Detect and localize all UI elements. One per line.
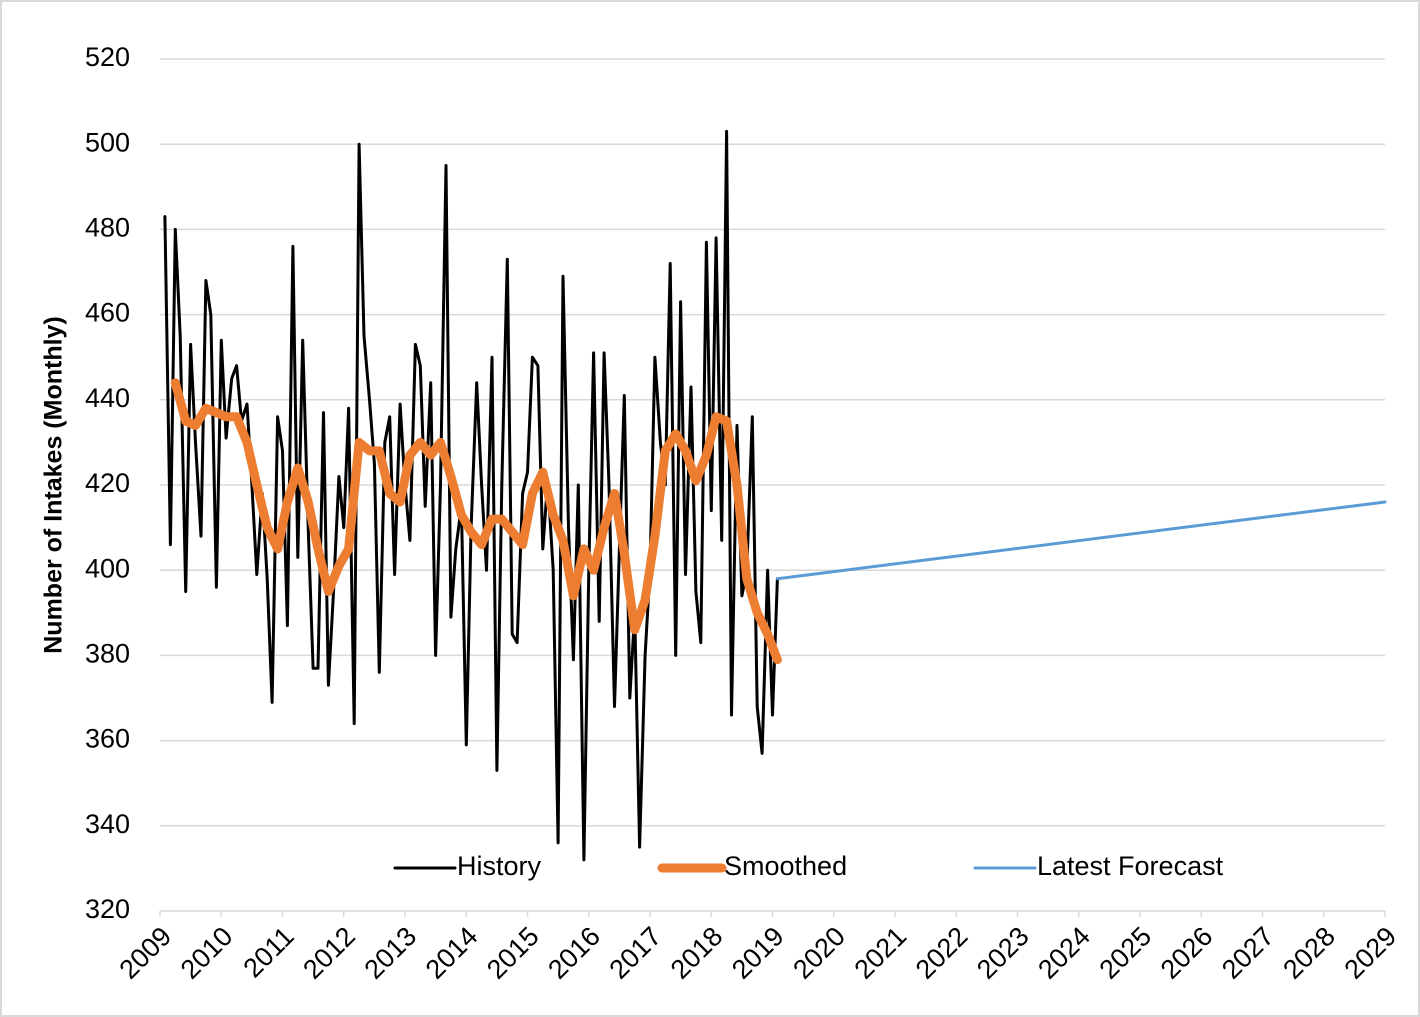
y-tick-label: 380 [85, 639, 130, 669]
legend-label: Latest Forecast [1037, 851, 1224, 881]
series-line [170, 378, 782, 665]
y-tick-label: 420 [85, 468, 130, 498]
y-tick-label: 480 [85, 213, 130, 243]
y-tick-label: 460 [85, 298, 130, 328]
legend-label: Smoothed [724, 851, 847, 881]
y-tick-label: 360 [85, 724, 130, 754]
y-tick-label: 400 [85, 553, 130, 583]
legend-label: History [457, 851, 542, 881]
y-tick-label: 500 [85, 127, 130, 157]
series-line [775, 500, 1387, 581]
y-axis-label: Number of Intakes (Monthly) [40, 316, 68, 654]
y-tick-label: 520 [85, 42, 130, 72]
y-tick-label: 340 [85, 809, 130, 839]
y-tick-label: 440 [85, 383, 130, 413]
y-tick-label: 320 [85, 894, 130, 924]
